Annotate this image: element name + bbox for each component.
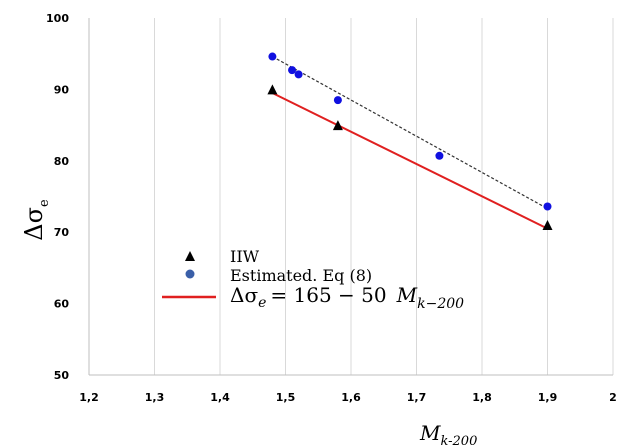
estimated-point: [543, 202, 552, 211]
legend-triangle-marker: [185, 251, 195, 261]
iiw-point: [267, 84, 278, 95]
y-axis-label: Δσe: [20, 199, 52, 241]
x-tick-label: 1,4: [210, 391, 230, 404]
x-tick-labels: 1,2 1,3 1,4 1,5 1,6 1,7 1,8 1,9 2: [79, 391, 617, 404]
x-tick-label: 1,7: [407, 391, 427, 404]
series-lines: [271, 56, 548, 230]
grid-lines: [154, 18, 614, 375]
estimated-point: [333, 96, 342, 105]
estimated-trend-line: [272, 56, 548, 210]
legend-label-estimated: Estimated. Eq (8): [230, 266, 372, 285]
estimated-point: [268, 52, 277, 61]
x-tick-label: 1,9: [538, 391, 558, 404]
x-tick-label: 1,2: [79, 391, 99, 404]
estimated-point: [294, 70, 303, 79]
x-tick-label: 1,6: [341, 391, 361, 404]
legend-equation: Δσe = 165 − 50 Mk−200: [230, 283, 464, 312]
y-tick-labels: 50 60 70 80 90 100: [46, 12, 69, 382]
x-tick-label: 2: [609, 391, 617, 404]
y-tick-label: 50: [54, 369, 70, 382]
y-tick-label: 90: [54, 83, 70, 96]
y-tick-label: 60: [54, 298, 70, 311]
series-points: [267, 52, 553, 231]
y-tick-label: 80: [54, 155, 70, 168]
iiw-point: [332, 120, 343, 131]
legend-label-iiw: IIW: [230, 247, 260, 266]
estimated-point: [435, 151, 444, 160]
x-tick-label: 1,5: [276, 391, 296, 404]
estimated-point: [288, 66, 297, 75]
x-tick-label: 1,8: [472, 391, 492, 404]
x-axis-label: Mk-200: [419, 421, 477, 448]
y-tick-label: 100: [46, 12, 69, 25]
legend-circle-marker: [185, 269, 195, 279]
x-tick-label: 1,3: [145, 391, 165, 404]
axes: [88, 18, 613, 376]
legend: IIW Estimated. Eq (8) Δσe = 165 − 50 Mk−20…: [162, 247, 464, 312]
y-tick-label: 70: [54, 226, 70, 239]
iiw-point: [542, 220, 553, 231]
fit-line: [271, 92, 548, 230]
